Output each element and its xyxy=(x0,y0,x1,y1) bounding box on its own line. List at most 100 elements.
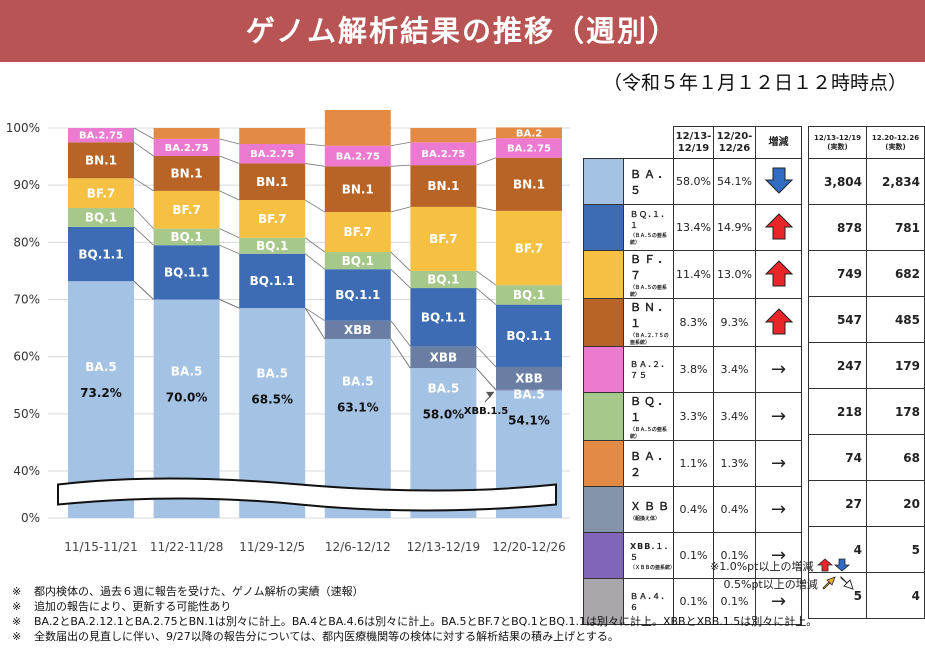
lineage-name: ＢＡ.２ xyxy=(623,440,674,487)
count-row: 878 781 xyxy=(808,204,925,251)
share-prev: 58.0% xyxy=(673,158,714,205)
share-prev: 11.4% xyxy=(673,250,714,299)
connector-line xyxy=(390,338,411,369)
footnotes: ※ 都内検体の、過去６週に報告を受けた、ゲノム解析の実績（速報） ※ 追加の報告により… xyxy=(12,584,817,644)
bar-segment xyxy=(153,156,220,191)
count-prev: 878 xyxy=(808,204,867,251)
trend-legend: ※1.0%pt以上の増減 0.5%pt以上の増減 xyxy=(710,558,855,594)
bar-segment xyxy=(496,210,562,286)
connector-line xyxy=(390,251,411,272)
segment-label: BQ.1.1 xyxy=(250,274,295,288)
bar-segment xyxy=(496,138,562,158)
bar-segment xyxy=(153,228,220,246)
annotation-label: XBB.1.5 xyxy=(464,406,509,417)
share-table: 12/13- 12/19 12/20- 12/26 増減 ＢＡ.５ 58.0% 54.1% Ｂ… xyxy=(583,126,802,625)
bar-segment xyxy=(324,252,391,270)
bar-segment xyxy=(153,138,220,157)
segment-label: BQ.1 xyxy=(427,273,459,287)
count-table-header: 12.20-12.26 (実数) xyxy=(866,126,925,159)
color-swatch xyxy=(583,532,624,579)
x-tick-label: 12/13-12/19 xyxy=(407,540,481,554)
count-curr: 485 xyxy=(866,296,925,343)
count-curr: 20 xyxy=(866,480,925,527)
trend-up-icon xyxy=(755,298,802,347)
bar-segment xyxy=(239,253,306,309)
segment-label: BN.1 xyxy=(256,175,288,189)
bar-segment xyxy=(239,200,306,238)
segment-label: BN.1 xyxy=(85,153,117,167)
share-prev: 0.1% xyxy=(673,532,714,579)
connector-line xyxy=(476,346,497,368)
connector-line xyxy=(305,143,325,147)
header-blank xyxy=(583,126,674,159)
segment-label: BF.7 xyxy=(258,212,287,226)
bar-segment xyxy=(496,389,562,391)
color-swatch xyxy=(583,204,624,251)
connector-line xyxy=(390,141,411,147)
connector-line xyxy=(133,141,154,157)
connector-line xyxy=(133,207,154,229)
bar-segment xyxy=(68,142,134,179)
table-row: ＢＡ.２.７５ 3.8% 3.4% → xyxy=(583,346,802,393)
table-row: ＢＡ.４.６ 0.1% 0.1% → xyxy=(583,578,802,625)
y-tick-label: 80% xyxy=(13,235,40,249)
count-row: 749 682 xyxy=(808,250,925,297)
count-prev: 74 xyxy=(808,434,867,481)
footnote: ※ 都内検体の、過去６週に報告を受けた、ゲノム解析の実績（速報） xyxy=(12,585,364,598)
trend-up-icon xyxy=(755,204,802,251)
annotation: XBB.1.5 xyxy=(464,391,509,417)
segment-label: BQ.1 xyxy=(85,211,117,225)
segment-label: BA.5 xyxy=(256,367,288,381)
share-curr: 13.0% xyxy=(713,250,756,299)
segment-label: BN.1 xyxy=(171,167,203,181)
x-tick-label: 11/22-11/28 xyxy=(150,540,224,554)
connector-line xyxy=(390,206,411,213)
bar-segment xyxy=(410,270,477,289)
count-row: 3,804 2,834 xyxy=(808,158,925,205)
stacked-bar-chart: BA.5 73.2% BQ.1.1 BQ.1 BF.7 BN.1 BA.2.75 BA.5 70… xyxy=(6,110,570,554)
x-tick-label: 12/6-12/12 xyxy=(325,540,391,554)
connector-line xyxy=(476,270,497,286)
segment-label: BA.5 xyxy=(428,382,460,396)
bar-segment xyxy=(153,128,220,139)
bar-segment xyxy=(153,245,220,300)
bar-segment xyxy=(324,110,391,146)
segment-label: BQ.1 xyxy=(256,239,288,253)
connector-lines xyxy=(133,127,497,391)
share-table-header: 12/20- 12/26 xyxy=(713,126,756,159)
count-table: 12/13-12/19 (実数) 12.20-12.26 (実数) 3,804 2,83… xyxy=(808,126,925,619)
color-swatch xyxy=(583,250,624,299)
as-of-date: （令和５年１月１２日１２時時点） xyxy=(602,72,907,94)
connector-line xyxy=(219,190,240,201)
connector-line xyxy=(390,320,411,347)
segment-label: BA.5 xyxy=(342,374,374,388)
count-curr: 179 xyxy=(866,342,925,389)
color-swatch xyxy=(583,440,624,487)
bar-segment xyxy=(239,237,306,254)
share-curr: 3.4% xyxy=(713,346,756,393)
y-tick-label: 60% xyxy=(13,350,40,364)
bar-segment xyxy=(324,212,391,253)
bar-segment xyxy=(239,163,306,201)
count-row: 247 179 xyxy=(808,342,925,389)
y-tick-label: 0% xyxy=(21,511,40,525)
count-row: 547 485 xyxy=(808,296,925,343)
value-label: 73.2% xyxy=(80,386,122,400)
segment-label: BQ.1.1 xyxy=(78,247,123,261)
table-row: ＸＢＢ （組換え体） 0.4% 0.4% → xyxy=(583,486,802,533)
color-swatch xyxy=(583,486,624,533)
share-curr: 54.1% xyxy=(713,158,756,205)
count-prev: 5 xyxy=(808,572,867,619)
count-curr: 5 xyxy=(866,526,925,573)
bar-segment xyxy=(496,366,562,390)
bar-segment xyxy=(496,304,562,367)
bar-segment xyxy=(496,285,562,305)
lineage-name: ＸＢＢ （組換え体） xyxy=(623,486,674,533)
count-curr: 68 xyxy=(866,434,925,481)
share-curr: 1.3% xyxy=(713,440,756,487)
count-prev: 3,804 xyxy=(808,158,867,205)
axis-break xyxy=(57,477,557,512)
bar-segment xyxy=(153,190,220,229)
connector-line xyxy=(133,226,154,246)
